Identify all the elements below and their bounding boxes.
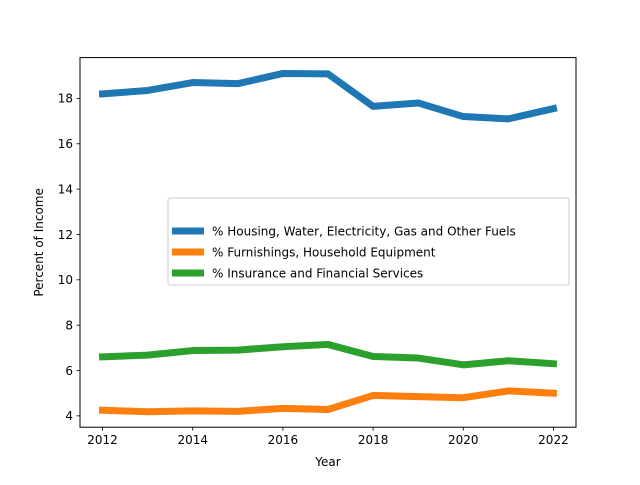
- legend-label-2: % Furnishings, Household Equipment: [212, 246, 436, 260]
- series-layer: [98, 69, 558, 416]
- series-line-2: [98, 387, 558, 416]
- y-tick-label: 8: [65, 318, 73, 332]
- legend: % Housing, Water, Electricity, Gas and O…: [167, 197, 570, 286]
- y-axis-label: Percent of Income: [32, 188, 46, 297]
- y-tick-label: 12: [58, 228, 73, 242]
- legend-box: [167, 197, 570, 286]
- y-tick-label: 14: [58, 182, 73, 196]
- series-line-1: [98, 69, 558, 123]
- series-line-3: [98, 340, 558, 369]
- y-axis: 4 6 8 10 12 14 16 18: [58, 92, 80, 423]
- y-tick-label: 10: [58, 273, 73, 287]
- y-tick-label: 18: [58, 92, 73, 106]
- x-tick-label: 2014: [177, 433, 208, 447]
- x-tick-label: 2022: [538, 433, 569, 447]
- x-tick-label: 2020: [448, 433, 479, 447]
- y-tick-label: 4: [65, 409, 73, 423]
- x-axis: 2012 2014 2016 2018 2020 2022: [87, 427, 569, 447]
- legend-label-1: % Housing, Water, Electricity, Gas and O…: [212, 225, 516, 239]
- plot-frame: [79, 57, 577, 428]
- x-axis-label: Year: [314, 455, 340, 469]
- legend-label-3: % Insurance and Financial Services: [212, 267, 423, 281]
- x-tick-label: 2018: [358, 433, 389, 447]
- x-tick-label: 2016: [268, 433, 299, 447]
- y-tick-label: 16: [58, 137, 73, 151]
- y-tick-label: 6: [65, 364, 73, 378]
- x-tick-label: 2012: [87, 433, 118, 447]
